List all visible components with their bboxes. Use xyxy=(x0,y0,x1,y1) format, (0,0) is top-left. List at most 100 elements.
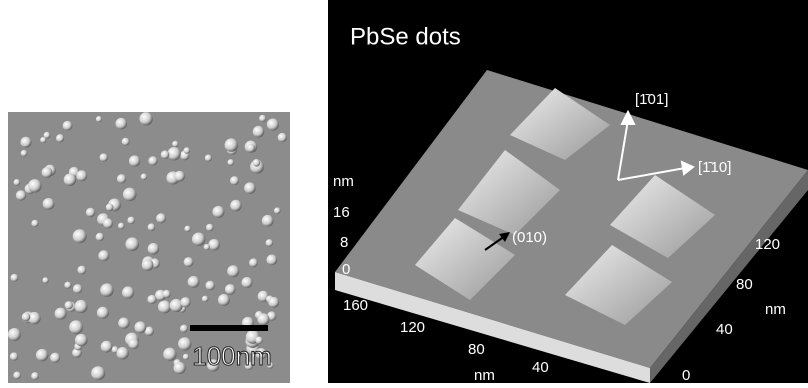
nanodot xyxy=(96,116,102,122)
x-tick-label: 120 xyxy=(400,319,425,336)
y-tick-label: 40 xyxy=(716,321,733,338)
nanodot xyxy=(118,223,124,229)
nanodot xyxy=(141,174,147,180)
nanodot xyxy=(212,206,224,218)
nanodot xyxy=(98,250,109,261)
nanodot xyxy=(147,295,156,304)
nanodot xyxy=(96,233,104,241)
nanodot xyxy=(134,321,146,333)
nanodot xyxy=(244,182,255,193)
figure: 100nm PbSe dots [1̄01] [1̄10] (010) nm 1… xyxy=(0,0,808,383)
nanodot xyxy=(101,341,113,353)
nanodot xyxy=(142,259,154,271)
nanodot xyxy=(36,349,48,361)
z-tick-label: 8 xyxy=(340,234,348,251)
nanodot xyxy=(50,353,60,363)
z-axis-unit: nm xyxy=(333,173,354,190)
nanodot xyxy=(184,226,190,232)
nanodot xyxy=(100,283,113,296)
nanodot xyxy=(183,354,189,360)
nanodot xyxy=(128,339,139,350)
panel-title: PbSe dots xyxy=(350,23,461,50)
nanodot xyxy=(77,266,86,275)
z-tick-label: 16 xyxy=(333,204,350,221)
direction-label: [1̄01] xyxy=(635,91,668,108)
nanodot xyxy=(116,347,128,359)
nanodot xyxy=(115,118,127,130)
z-tick-label: 0 xyxy=(342,261,350,278)
nanodot xyxy=(118,317,129,328)
x-axis-unit: nm xyxy=(474,367,495,383)
nanodot xyxy=(192,232,205,245)
nanodot xyxy=(103,218,113,228)
nanodot xyxy=(188,276,200,288)
nanodot xyxy=(75,334,88,347)
nanodot xyxy=(64,173,76,185)
nanodot xyxy=(10,352,18,360)
nanodot xyxy=(97,307,109,319)
nanodot xyxy=(174,171,185,182)
nanodot xyxy=(158,300,171,313)
y-axis-unit: nm xyxy=(765,301,786,318)
nanodot xyxy=(56,134,64,142)
nanodot xyxy=(257,313,269,325)
y-tick-label: 120 xyxy=(755,236,780,253)
nanodot xyxy=(55,308,67,320)
nanodot xyxy=(259,115,266,122)
nanodot xyxy=(22,313,31,322)
nanodot xyxy=(129,155,140,166)
scale-bar-label: 100nm xyxy=(192,341,272,371)
nanodot xyxy=(74,300,87,313)
nanodot xyxy=(205,281,214,290)
page: 100nm PbSe dots [1̄01] [1̄10] (010) nm 1… xyxy=(0,0,808,388)
nanodot xyxy=(174,362,186,374)
nanodot xyxy=(180,297,190,307)
x-tick-label: 160 xyxy=(343,297,368,314)
nanodot xyxy=(268,297,279,308)
nanodot xyxy=(156,213,166,223)
nanodot xyxy=(16,190,26,200)
nanodot xyxy=(267,118,279,130)
nanodot xyxy=(100,153,108,161)
nanodot xyxy=(65,301,73,309)
nanodot xyxy=(184,147,190,153)
nanodot xyxy=(167,147,180,160)
nanodot xyxy=(148,223,156,231)
nanodot xyxy=(163,290,171,298)
nanodot xyxy=(161,150,170,159)
nanodot xyxy=(227,265,239,277)
nanodot xyxy=(139,112,152,125)
nanodot xyxy=(163,348,176,361)
nanodot xyxy=(43,198,55,210)
nanodot xyxy=(125,237,139,251)
nanodot xyxy=(262,215,274,227)
nanodot xyxy=(20,137,31,148)
nanodot xyxy=(127,217,135,225)
nanodot xyxy=(230,176,239,185)
x-tick-label: 40 xyxy=(532,359,549,376)
nanodot xyxy=(253,126,265,138)
nanodot xyxy=(230,200,241,211)
nanodot xyxy=(225,138,238,151)
nanodot xyxy=(205,155,212,162)
nanodot xyxy=(21,150,28,157)
nanodot xyxy=(267,255,278,266)
nanodot xyxy=(73,229,87,243)
nanodot xyxy=(172,141,178,147)
nanodot xyxy=(8,328,21,341)
nanodot xyxy=(218,294,230,306)
nanodot xyxy=(249,258,258,267)
nanodot xyxy=(225,284,236,295)
nanodot xyxy=(31,372,39,380)
nanodot xyxy=(117,174,126,183)
nanodot xyxy=(42,277,48,283)
nanodot xyxy=(69,320,83,334)
nanodot xyxy=(122,138,130,146)
nanodot xyxy=(11,274,19,282)
nanodot xyxy=(106,203,114,211)
nanodot xyxy=(180,325,188,333)
nanodot xyxy=(42,167,53,178)
nanodot xyxy=(76,170,87,181)
nanodot xyxy=(63,121,73,131)
nanodot xyxy=(148,243,160,255)
